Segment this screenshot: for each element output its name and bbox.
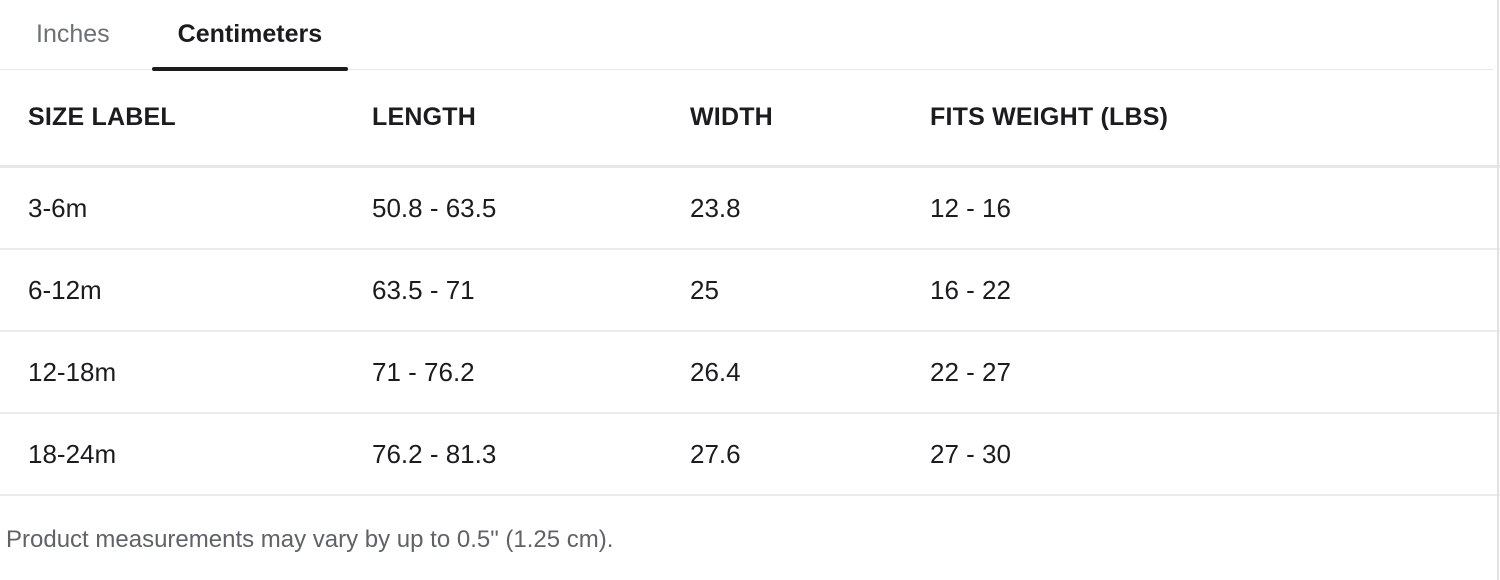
- table-header-row: SIZE LABEL LENGTH WIDTH FITS WEIGHT (LBS…: [0, 70, 1500, 168]
- table-row: 18-24m 76.2 - 81.3 27.6 27 - 30: [0, 413, 1500, 496]
- active-tab-indicator: [151, 67, 349, 71]
- table-cell-fits-weight: 16 - 22: [930, 249, 1500, 332]
- table-cell-length: 71 - 76.2: [372, 331, 690, 414]
- table-cell-width: 26.4: [690, 331, 930, 414]
- panel-right-border: [1497, 0, 1499, 580]
- table-cell-width: 27.6: [690, 413, 930, 496]
- table-cell-size-label: 3-6m: [0, 166, 372, 250]
- tab-inches[interactable]: Inches: [10, 0, 136, 69]
- column-header-fits-weight: FITS WEIGHT (LBS): [930, 70, 1500, 168]
- table-cell-fits-weight: 27 - 30: [930, 413, 1500, 496]
- table-cell-size-label: 18-24m: [0, 413, 372, 496]
- table-row: 12-18m 71 - 76.2 26.4 22 - 27: [0, 331, 1500, 414]
- table-cell-size-label: 12-18m: [0, 331, 372, 414]
- table-row: 6-12m 63.5 - 71 25 16 - 22: [0, 249, 1500, 332]
- table-cell-width: 25: [690, 249, 930, 332]
- table-cell-length: 76.2 - 81.3: [372, 413, 690, 496]
- table-row: 3-6m 50.8 - 63.5 23.8 12 - 16: [0, 166, 1500, 250]
- unit-tab-bar: Inches Centimeters: [0, 0, 1493, 71]
- size-chart-table: SIZE LABEL LENGTH WIDTH FITS WEIGHT (LBS…: [0, 70, 1500, 496]
- tab-inches-label: Inches: [36, 20, 110, 48]
- table-cell-size-label: 6-12m: [0, 249, 372, 332]
- tab-centimeters[interactable]: Centimeters: [151, 0, 349, 71]
- table-header: SIZE LABEL LENGTH WIDTH FITS WEIGHT (LBS…: [0, 70, 1500, 168]
- table-cell-fits-weight: 22 - 27: [930, 331, 1500, 414]
- measurement-disclaimer: Product measurements may vary by up to 0…: [6, 526, 614, 553]
- column-header-size-label: SIZE LABEL: [0, 70, 372, 168]
- tab-centimeters-label: Centimeters: [177, 20, 323, 48]
- table-cell-width: 23.8: [690, 166, 930, 250]
- table-body: 3-6m 50.8 - 63.5 23.8 12 - 16 6-12m 63.5 - 71…: [0, 166, 1500, 496]
- column-header-width: WIDTH: [690, 70, 930, 168]
- table-cell-fits-weight: 12 - 16: [930, 166, 1500, 250]
- column-header-length: LENGTH: [372, 70, 690, 168]
- table-cell-length: 50.8 - 63.5: [372, 166, 690, 250]
- table-cell-length: 63.5 - 71: [372, 249, 690, 332]
